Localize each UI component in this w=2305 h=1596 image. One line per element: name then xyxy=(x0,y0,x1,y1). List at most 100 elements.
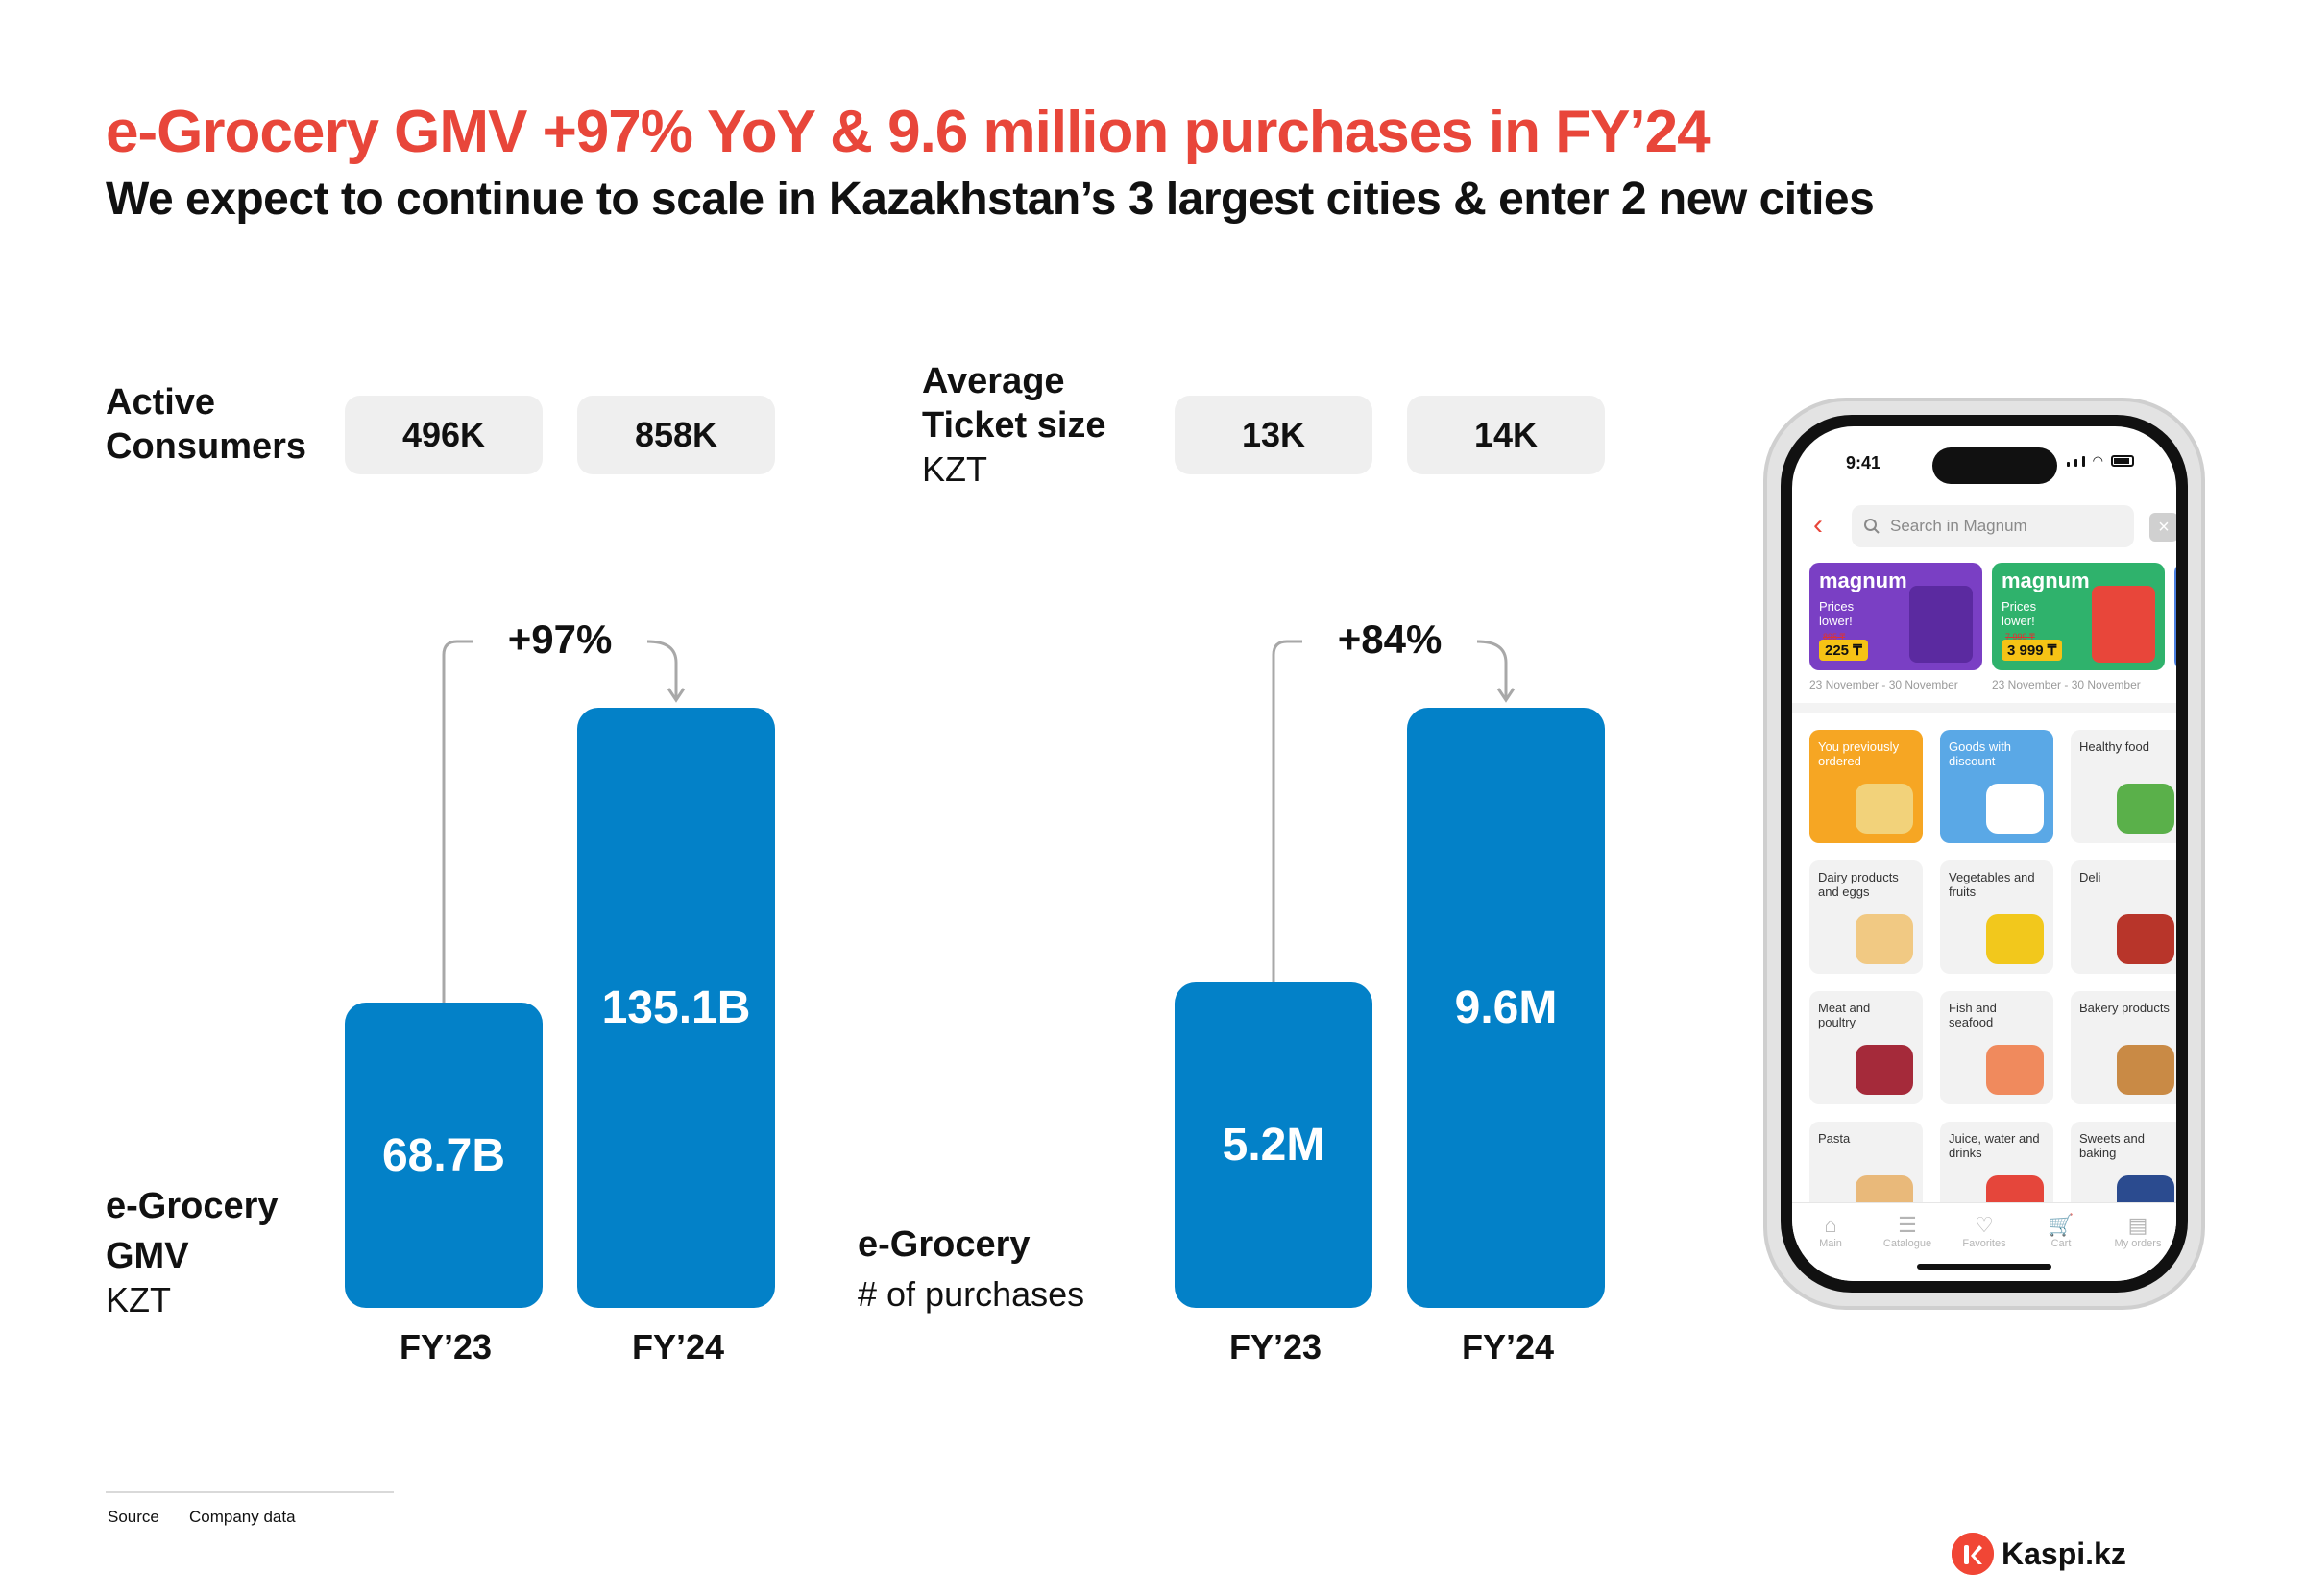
signal-icon xyxy=(2066,462,2070,467)
gmv-chart-label: e-Grocery GMV KZT xyxy=(106,1181,279,1319)
purchases-growth-label: +84% xyxy=(1337,617,1443,662)
active-consumers-label-line1: Active xyxy=(106,382,216,423)
active-consumers-fy24-pill: 858K xyxy=(577,396,775,474)
category-tile-label: Pasta xyxy=(1818,1131,1851,1146)
category-tile[interactable]: Vegetables and fruits xyxy=(1940,860,2053,974)
gmv-category-label: FY’24 xyxy=(631,1327,725,1366)
orders-icon: ▤ xyxy=(2127,1213,2148,1237)
cart-icon: 🛒 xyxy=(2048,1213,2074,1237)
gmv-label-line1: e-Grocery xyxy=(106,1186,279,1226)
purchases-category-label: FY’24 xyxy=(1461,1327,1555,1366)
tab-label: Main xyxy=(1819,1238,1842,1249)
tab-cart[interactable]: 🛒 Cart xyxy=(2023,1213,2099,1249)
status-icons: ◠ xyxy=(2066,453,2134,468)
avg-ticket-label-line2: Ticket size xyxy=(922,405,1106,446)
active-consumers-label-line2: Consumers xyxy=(106,426,307,467)
avg-ticket-unit: KZT xyxy=(922,449,987,489)
category-tile[interactable]: Dairy products and eggs xyxy=(1809,860,1923,974)
category-tile-image xyxy=(1856,1045,1913,1095)
avg-ticket-fy23-pill: 13K xyxy=(1175,396,1372,474)
category-tile-label: Bakery products xyxy=(2079,1001,2170,1015)
close-icon[interactable]: × xyxy=(2149,513,2176,542)
banner-date: 23 November - 30 November xyxy=(1809,678,1958,691)
category-tile[interactable]: Bakery products xyxy=(2071,991,2176,1104)
category-tile[interactable]: Deli xyxy=(2071,860,2176,974)
source-value: Company data xyxy=(189,1508,296,1526)
banner-old-price: 7 999 ₸ xyxy=(2005,632,2035,641)
page-subtitle: We expect to continue to scale in Kazakh… xyxy=(106,174,1875,225)
banner-date: 23 November - 30 November xyxy=(1992,678,2141,691)
gmv-category-label: FY’23 xyxy=(399,1327,493,1366)
search-input[interactable]: Search in Magnum xyxy=(1852,505,2134,547)
banner-promo-text: Prices lower! xyxy=(2002,599,2037,628)
purchases-category-label: FY’23 xyxy=(1228,1327,1322,1366)
category-tile[interactable]: Fish and seafood xyxy=(1940,991,2053,1104)
section-divider xyxy=(1792,703,2176,713)
category-tile[interactable]: Goods with discount xyxy=(1940,730,2053,843)
banner-product-image xyxy=(2092,586,2155,663)
purchases-chart-label: e-Grocery # of purchases xyxy=(858,1220,1084,1319)
back-chevron-icon[interactable]: ‹ xyxy=(1813,509,1823,541)
search-icon xyxy=(1864,519,1880,534)
footer-divider xyxy=(106,1491,394,1493)
gmv-bar-0: 68.7B xyxy=(345,1003,543,1308)
category-tile-label: Dairy products and eggs xyxy=(1818,870,1899,899)
promo-banner[interactable]: magnum Prices lower! 7 999 ₸ 3 999 ₸ xyxy=(1992,563,2165,670)
avg-ticket-label: Average Ticket size KZT xyxy=(922,359,1106,492)
tab-my-orders[interactable]: ▤ My orders xyxy=(2099,1213,2176,1249)
store-icon: ⌂ xyxy=(1824,1213,1837,1237)
category-tile-label: You previously ordered xyxy=(1818,739,1900,768)
catalogue-search-icon: ☰ xyxy=(1898,1213,1917,1237)
gmv-label-line2: GMV xyxy=(106,1236,189,1276)
kaspi-logo-icon xyxy=(1952,1533,1994,1575)
search-placeholder: Search in Magnum xyxy=(1890,517,2027,535)
banner-promo-text: Prices lower! xyxy=(1819,599,1855,628)
category-tile-image xyxy=(1856,914,1913,964)
source-label: Source xyxy=(108,1508,159,1526)
gmv-bar-1: 135.1B xyxy=(577,708,775,1308)
kaspi-logo: Kaspi.kz xyxy=(1952,1533,2126,1575)
category-tile-label: Goods with discount xyxy=(1949,739,2012,768)
gmv-bar-value-label: 68.7B xyxy=(381,1129,506,1181)
tab-label: My orders xyxy=(2114,1238,2162,1249)
purchases-bar-1: 9.6M xyxy=(1407,708,1605,1308)
banner-price: 225 ₸ xyxy=(1819,640,1868,661)
purchases-bar-value-label: 9.6M xyxy=(1454,982,1558,1033)
category-tile-label: Meat and poultry xyxy=(1818,1001,1871,1029)
avg-ticket-label-line1: Average xyxy=(922,361,1065,401)
status-time: 9:41 xyxy=(1846,453,1881,472)
active-consumers-fy23-pill: 496K xyxy=(345,396,543,474)
promo-banner[interactable]: magnum Prices lower! 895 ₸ 225 ₸ xyxy=(1809,563,1982,670)
category-tile-image xyxy=(1986,784,2044,834)
tab-label: Cart xyxy=(2050,1238,2072,1249)
avg-ticket-fy24-pill: 14K xyxy=(1407,396,1605,474)
purchases-label-line2: # of purchases xyxy=(858,1274,1085,1314)
gmv-label-unit: KZT xyxy=(106,1280,171,1319)
tab-favorites[interactable]: ♡ Favorites xyxy=(1946,1213,2023,1249)
wifi-icon: ◠ xyxy=(2092,453,2103,468)
promo-banner-peek[interactable] xyxy=(2174,563,2176,670)
gmv-bar-value-label: 135.1B xyxy=(601,982,751,1033)
category-tile-label: Healthy food xyxy=(2079,739,2149,754)
active-consumers-label: Active Consumers xyxy=(106,380,306,469)
banner-brand: magnum xyxy=(2002,568,2090,592)
tab-catalogue[interactable]: ☰ Catalogue xyxy=(1869,1213,1946,1249)
category-tile[interactable]: You previously ordered xyxy=(1809,730,1923,843)
signal-icon xyxy=(2081,456,2085,467)
purchases-bar-0: 5.2M xyxy=(1175,982,1372,1308)
category-tile-image xyxy=(2117,1045,2174,1095)
gmv-growth-arrow-icon xyxy=(667,688,686,703)
phone-bezel: 9:41 ◠ ‹ Search in Magnum × magnum Prices… xyxy=(1781,415,2188,1293)
tab-label: Favorites xyxy=(1962,1238,2006,1249)
dynamic-island xyxy=(1932,447,2057,484)
tab-label: Catalogue xyxy=(1882,1238,1932,1249)
category-tile-image xyxy=(1856,784,1913,834)
category-tile-image xyxy=(1986,1045,2044,1095)
category-tile-label: Juice, water and drinks xyxy=(1949,1131,2040,1160)
page-title: e-Grocery GMV +97% YoY & 9.6 million pur… xyxy=(106,99,1711,165)
category-tile[interactable]: Meat and poultry xyxy=(1809,991,1923,1104)
kaspi-logo-text: Kaspi.kz xyxy=(2002,1536,2126,1571)
tab-main[interactable]: ⌂ Main xyxy=(1792,1213,1869,1249)
category-tile[interactable]: Healthy food xyxy=(2071,730,2176,843)
home-indicator xyxy=(1917,1264,2051,1270)
